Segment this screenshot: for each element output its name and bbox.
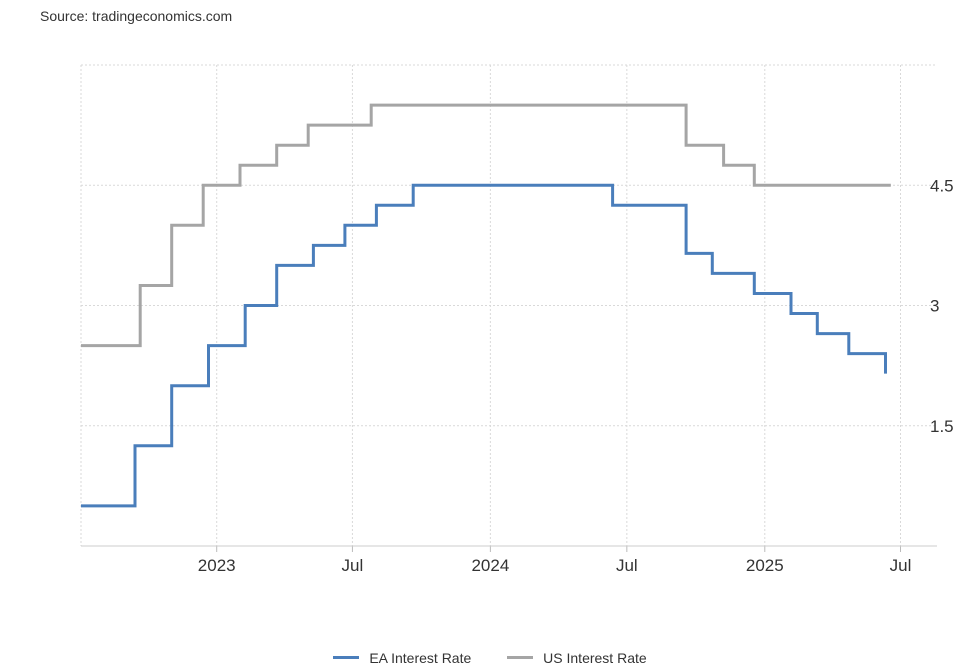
x-tick-label: 2025 bbox=[746, 556, 784, 575]
grid bbox=[80, 64, 937, 546]
legend-swatch-ea bbox=[333, 656, 360, 659]
x-tick-label: Jul bbox=[616, 556, 638, 575]
ea-interest-rate-line bbox=[81, 183, 887, 508]
legend-swatch-us bbox=[507, 656, 534, 659]
y-tick-label: 3 bbox=[930, 297, 939, 316]
legend-item-us[interactable]: US Interest Rate bbox=[507, 650, 647, 666]
legend: EA Interest Rate US Interest Rate bbox=[0, 646, 980, 666]
us-interest-rate-line bbox=[81, 103, 891, 348]
interest-rate-chart: 1.5 3 4.5 2023 Jul 2024 Jul 2025 Jul bbox=[80, 64, 954, 575]
legend-label-us: US Interest Rate bbox=[543, 649, 647, 666]
tick-labels: 1.5 3 4.5 2023 Jul 2024 Jul 2025 Jul bbox=[198, 176, 954, 575]
axes bbox=[81, 545, 937, 552]
y-tick-label: 1.5 bbox=[930, 417, 954, 436]
x-tick-label: 2024 bbox=[471, 556, 509, 575]
source-text: Source: tradingeconomics.com bbox=[40, 8, 233, 24]
x-tick-label: Jul bbox=[342, 556, 364, 575]
x-tick-label: Jul bbox=[890, 556, 912, 575]
series-group bbox=[81, 103, 891, 508]
legend-item-ea[interactable]: EA Interest Rate bbox=[333, 650, 471, 666]
x-tick-label: 2023 bbox=[198, 556, 236, 575]
legend-label-ea: EA Interest Rate bbox=[369, 649, 472, 666]
y-tick-label: 4.5 bbox=[930, 176, 954, 195]
